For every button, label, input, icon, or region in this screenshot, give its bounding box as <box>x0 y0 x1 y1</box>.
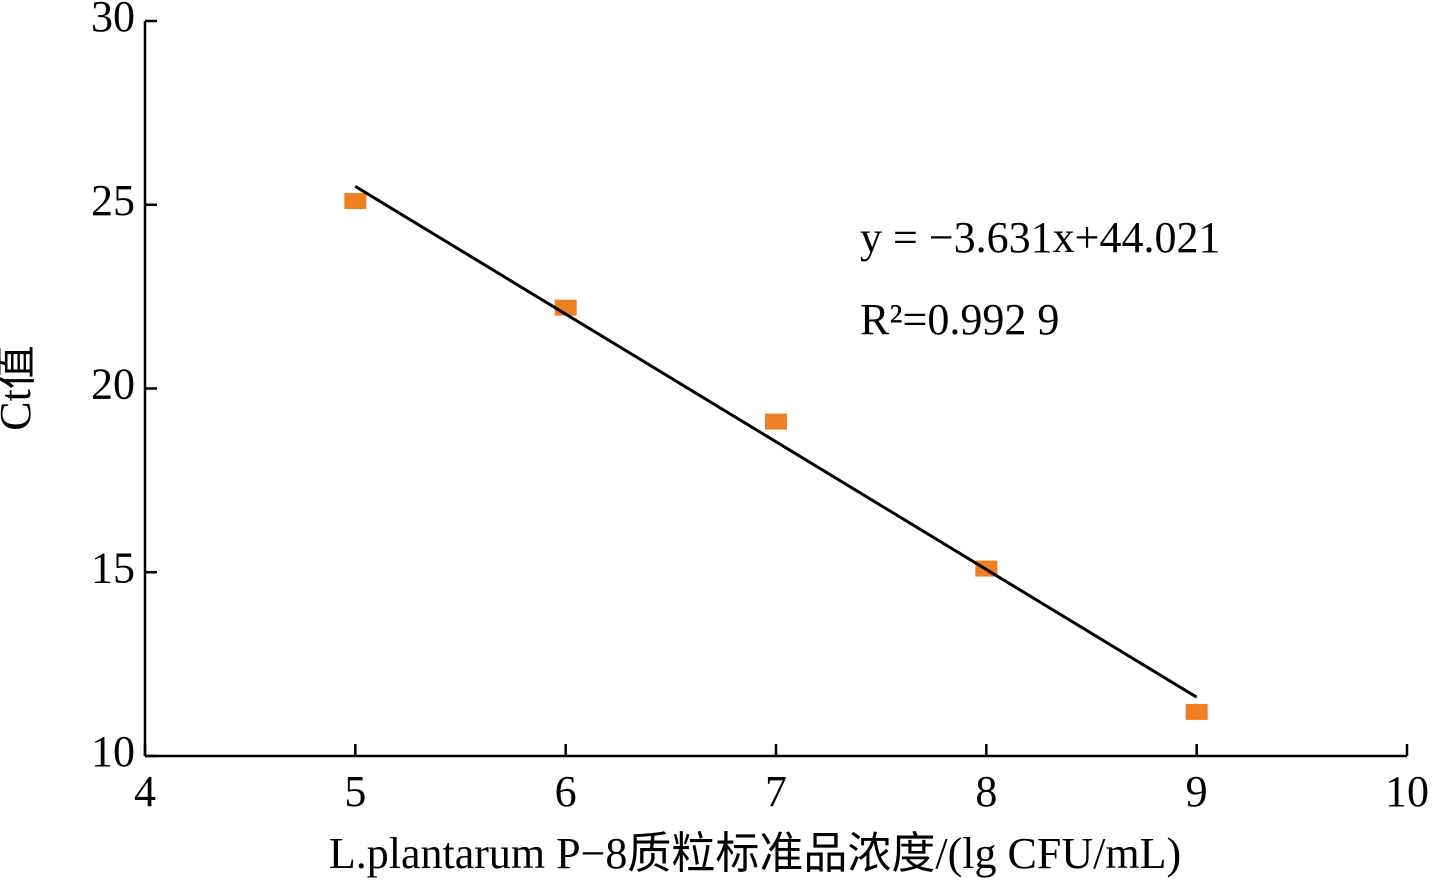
point <box>765 413 787 430</box>
y-tick-label: 30 <box>91 0 135 41</box>
x-tick-label: 6 <box>555 767 577 816</box>
point <box>344 193 367 210</box>
trend-line <box>354 185 1198 699</box>
annotation: R²=0.992 9 <box>860 295 1059 344</box>
x-tick-label: 7 <box>765 767 787 816</box>
y-tick-label: 10 <box>91 727 135 776</box>
x-tick-label: 8 <box>975 767 997 816</box>
y-tick-label: 25 <box>91 176 135 225</box>
annotation: y = −3.631x+44.021 <box>860 213 1220 262</box>
x-tick-label: 4 <box>134 767 156 816</box>
y-axis-label: Ct值 <box>0 345 40 431</box>
x-axis-label: L.plantarum P−8质粒标准品浓度/(lg CFU/mL) <box>329 829 1181 878</box>
point <box>1185 703 1208 720</box>
x-tick-label: 10 <box>1385 767 1429 816</box>
y-tick-label: 20 <box>91 360 135 409</box>
x-tick-label: 5 <box>344 767 366 816</box>
y-tick-label: 15 <box>91 543 135 592</box>
x-tick-label: 9 <box>1186 767 1208 816</box>
